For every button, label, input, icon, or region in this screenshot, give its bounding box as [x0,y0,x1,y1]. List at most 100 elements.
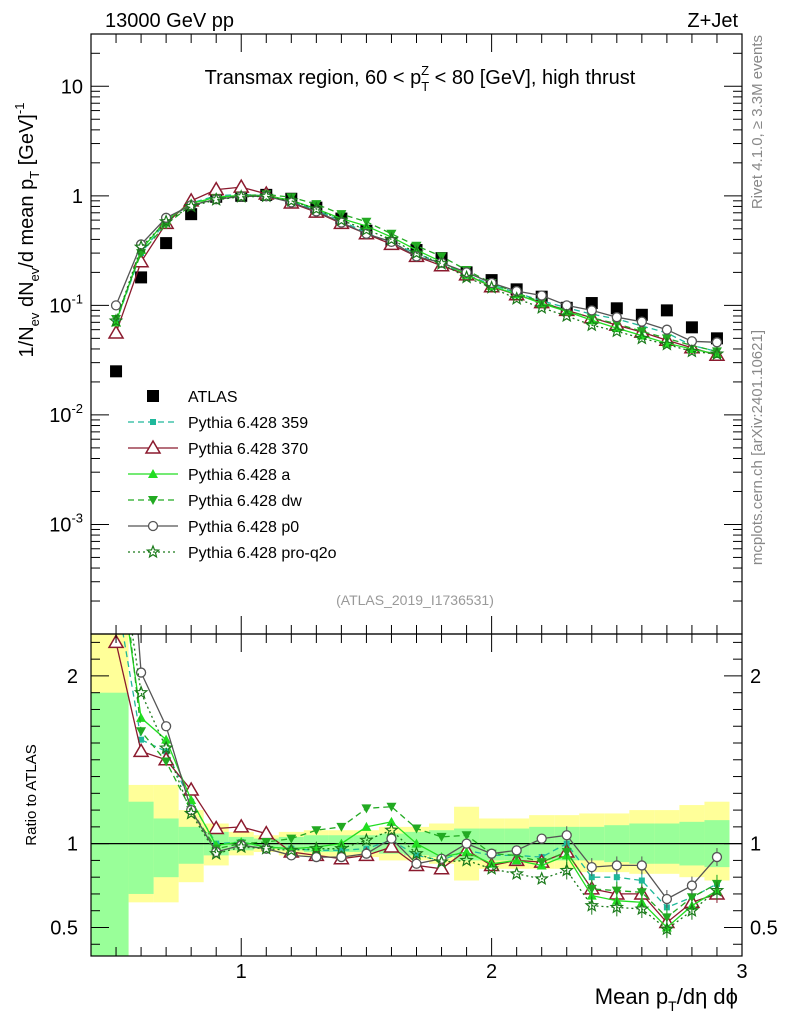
y-tick-label-ratio-left: 0.5 [50,917,78,939]
legend-label-pythia-6-428-a: Pythia 6.428 a [188,467,290,484]
plot-title-post: < 80 [GeV], high thrust [429,67,636,89]
watermark: (ATLAS_2019_I1736531) [336,592,494,608]
ratio-point-pythia-6-428-dw [286,834,297,844]
ratio-point-pythia-6-428-pro-q2o [133,685,149,699]
ratio-point-pythia-6-428-dw [686,893,697,903]
y-tick-label-main: 10 [61,76,83,98]
ratio-point-pythia-6-428-pro-q2o [334,841,349,855]
ratio-point-pythia-6-428-p0 [411,858,422,869]
y-tick-label-ratio-right: 1 [750,834,761,856]
main-point-pythia-6-428-370 [107,324,125,339]
main-point-pythia-6-428-pro-q2o [434,256,449,270]
x-tick-label: 3 [736,961,747,983]
ratio-point-pythia-6-428-pro-q2o [509,866,524,881]
ratio-point-pythia-6-428-p0 [586,861,597,873]
main-point-pythia-6-428-pro-q2o [584,317,600,332]
main-point-pythia-6-428-pro-q2o [409,245,424,260]
main-point-pythia-6-428-p0 [636,316,647,327]
ratio-point-pythia-6-428-p0 [536,833,547,844]
ratio-point-pythia-6-428-a [386,816,397,826]
main-point-pythia-6-428-pro-q2o [484,280,499,294]
main-series-pythia-6-428-pro-q2o [108,188,725,361]
plot-title-pre: Transmax region, 60 < p [205,67,422,89]
ratio-point-pythia-6-428-dw [136,727,147,737]
ratio-point-pythia-6-428-p0 [386,833,397,844]
ratio-point-pythia-6-428-p0 [361,848,372,859]
ratio-point-pythia-6-428-dw [561,848,572,858]
ratio-point-pythia-6-428-dw [161,757,172,767]
y-tick-label-exponent: -2 [71,401,83,416]
main-point-pythia-6-428-pro-q2o [559,308,574,323]
main-point-pythia-6-428-pro-q2o [384,231,399,246]
plot-title-sup: Z [421,63,429,78]
rivet-label: Rivet 4.1.0, ≥ 3.3M events [749,35,766,209]
main-series-atlas [110,188,723,378]
ratio-point-pythia-6-428-359 [638,877,645,884]
ratio-point-pythia-6-428-370 [132,742,150,758]
y-tick-label-main: 10-1 [49,291,83,317]
main-point-pythia-6-428-pro-q2o [259,188,274,203]
ratio-point-pythia-6-428-dw [411,824,422,834]
y-tick-label-ratio-right: 2 [750,666,761,688]
ratio-point-pythia-6-428-dw [661,913,672,923]
main-point-pythia-6-428-p0 [511,285,522,297]
y-tick-label-ratio-right: 0.5 [750,917,778,939]
ratio-point-pythia-6-428-359 [413,852,420,859]
x-axis-label: Mean pT/dη dϕ [595,984,738,1014]
legend-marker-atlas [147,390,159,402]
ratio-point-pythia-6-428-pro-q2o [158,740,174,755]
main-point-atlas [135,271,148,284]
ratio-series-pythia-6-428-p0 [135,634,723,908]
ratio-point-pythia-6-428-p0 [286,850,297,861]
legend-entry-pythia-6-428-dw: Pythia 6.428 dw [128,493,302,510]
main-line-pythia-6-428-pro-q2o [115,195,718,355]
main-point-pythia-6-428-p0 [661,324,673,335]
ratio-point-pythia-6-428-pro-q2o [584,898,600,912]
legend-entry-pythia-6-428-p0: Pythia 6.428 p0 [128,519,299,536]
y-tick-label-exponent: -1 [71,291,83,306]
ratio-point-pythia-6-428-pro-q2o [684,903,700,917]
main-series-layer [107,178,726,378]
mcplots-label: mcplots.cern.ch [arXiv:2401.10621] [749,330,766,565]
ratio-point-pythia-6-428-pro-q2o [259,841,274,855]
ratio-point-pythia-6-428-p0 [661,893,673,905]
y-tick-label-ratio-left: 2 [67,666,78,688]
legend-marker-pythia-6-428-pro-q2o [145,544,161,559]
main-point-pythia-6-428-pro-q2o [284,193,299,208]
main-point-pythia-6-428-pro-q2o [459,269,474,284]
header-right: Z+Jet [687,10,738,32]
ratio-point-pythia-6-428-pro-q2o [609,899,625,914]
y-tick-label-base: 10 [49,514,71,536]
ratio-band-inner-bin [153,818,179,878]
main-point-pythia-6-428-pro-q2o [659,336,675,351]
legend-entry-pythia-6-428-370: Pythia 6.428 370 [128,439,308,458]
ratio-point-pythia-6-428-p0 [711,851,723,863]
main-y-axis-label: 1/Nev dNev/d mean pT [GeV]-1 [12,103,42,358]
main-point-pythia-6-428-pro-q2o [534,300,549,315]
ratio-point-pythia-6-428-dw [586,884,597,894]
ratio-point-pythia-6-428-pro-q2o [183,805,199,820]
ratio-point-pythia-6-428-370 [383,838,400,853]
ratio-point-pythia-6-428-p0 [160,721,172,732]
ratio-point-pythia-6-428-dw [636,888,647,898]
main-point-pythia-6-428-pro-q2o [208,192,224,206]
ratio-point-pythia-6-428-p0 [336,851,347,863]
y-tick-label-main: 10-3 [49,510,83,536]
ratio-point-pythia-6-428-pro-q2o [110,519,121,530]
legend-entry-pythia-6-428-a: Pythia 6.428 a [128,467,290,484]
ratio-point-pythia-6-428-a [136,712,147,722]
main-point-pythia-6-428-dw [311,200,322,210]
ratio-point-pythia-6-428-dw [111,504,121,513]
main-point-atlas [660,304,673,317]
ratio-point-pythia-6-428-dw [611,886,622,896]
ratio-series-layer [107,504,726,939]
ratio-point-pythia-6-428-dw [536,858,547,868]
ratio-point-pythia-6-428-pro-q2o [434,854,449,869]
main-point-pythia-6-428-p0 [110,300,122,311]
main-point-pythia-6-428-pro-q2o [108,313,124,328]
ratio-point-pythia-6-428-dw [436,832,447,842]
ratio-point-pythia-6-428-pro-q2o [284,842,299,857]
ratio-point-pythia-6-428-a [161,734,172,744]
main-point-atlas [110,365,123,378]
